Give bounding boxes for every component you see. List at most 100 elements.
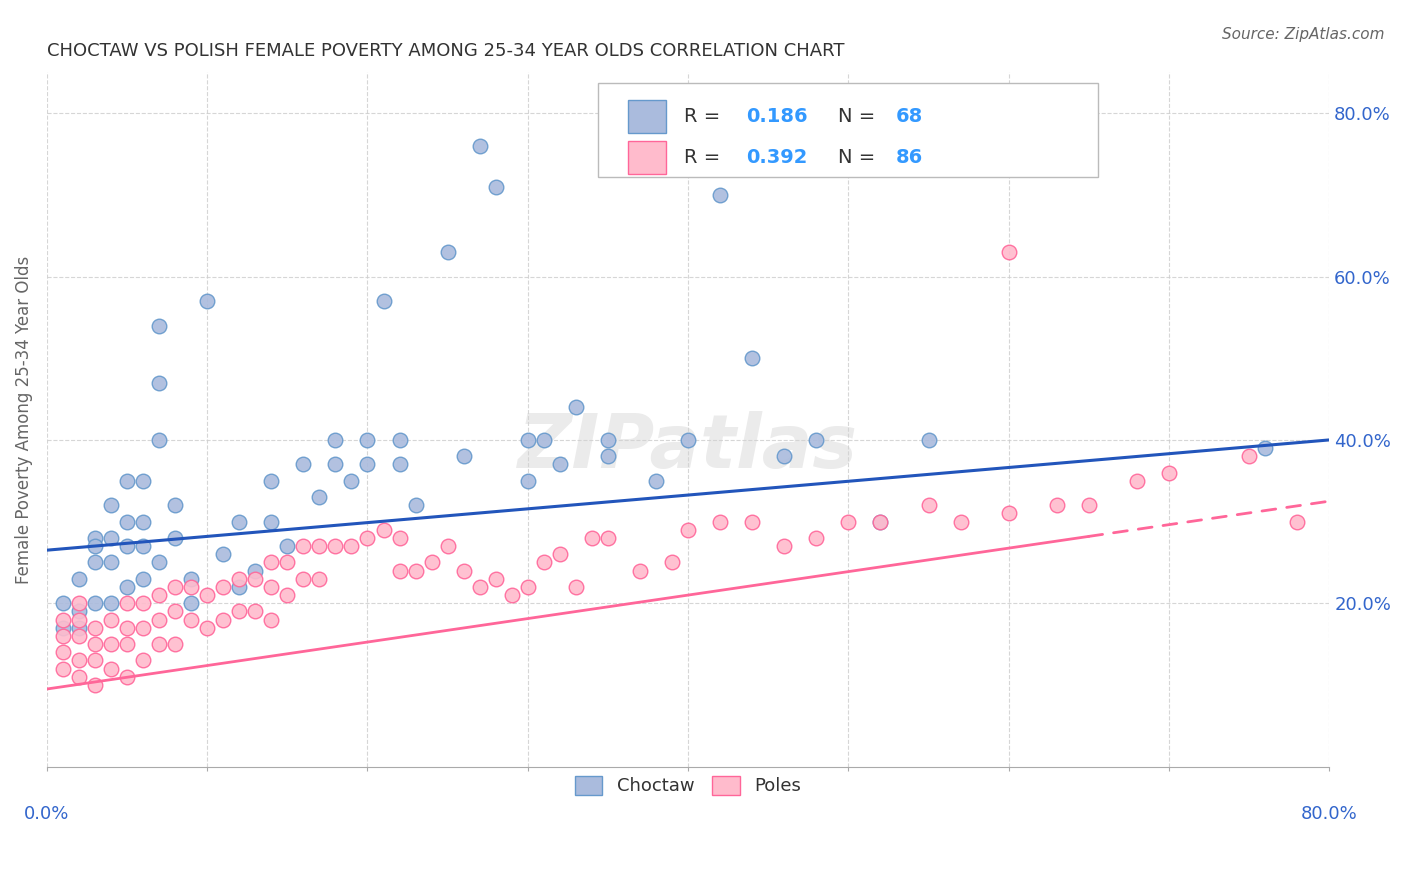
Point: [195, 588, 218, 602]
Point: [52, 596, 75, 610]
Point: [165, 580, 187, 594]
Point: [453, 564, 475, 578]
Point: [84, 531, 107, 545]
Text: N =: N =: [838, 107, 882, 126]
Point: [228, 515, 250, 529]
Point: [148, 318, 170, 333]
Point: [1286, 515, 1309, 529]
Point: [165, 498, 187, 512]
Point: [212, 613, 235, 627]
Point: [741, 515, 763, 529]
Point: [565, 580, 588, 594]
Point: [373, 523, 395, 537]
Point: [548, 458, 571, 472]
Point: [340, 474, 363, 488]
Point: [773, 450, 796, 464]
Text: ZIPatlas: ZIPatlas: [517, 411, 858, 483]
Point: [405, 564, 427, 578]
Point: [869, 515, 891, 529]
Point: [100, 498, 122, 512]
Point: [165, 531, 187, 545]
Text: 0.186: 0.186: [745, 107, 807, 126]
Point: [67, 670, 90, 684]
Point: [356, 433, 378, 447]
Point: [485, 572, 508, 586]
Point: [67, 621, 90, 635]
Text: 86: 86: [896, 148, 924, 167]
Point: [148, 556, 170, 570]
Point: [115, 474, 138, 488]
Point: [420, 556, 443, 570]
Point: [837, 515, 859, 529]
Point: [276, 556, 298, 570]
Text: 0.0%: 0.0%: [24, 805, 69, 823]
Point: [468, 139, 491, 153]
Point: [132, 539, 155, 553]
Point: [596, 531, 619, 545]
Point: [388, 458, 411, 472]
Point: [548, 547, 571, 561]
Point: [148, 613, 170, 627]
Point: [67, 653, 90, 667]
Point: [115, 539, 138, 553]
Point: [260, 556, 283, 570]
Point: [260, 613, 283, 627]
Point: [84, 637, 107, 651]
Point: [115, 580, 138, 594]
Point: [1157, 466, 1180, 480]
Text: 0.392: 0.392: [745, 148, 807, 167]
Point: [245, 564, 267, 578]
Text: Source: ZipAtlas.com: Source: ZipAtlas.com: [1222, 27, 1385, 42]
Point: [100, 637, 122, 651]
Point: [325, 433, 347, 447]
Point: [917, 433, 939, 447]
Point: [132, 621, 155, 635]
Point: [180, 572, 202, 586]
FancyBboxPatch shape: [628, 100, 666, 133]
Point: [260, 474, 283, 488]
Point: [405, 498, 427, 512]
Point: [356, 531, 378, 545]
Point: [195, 294, 218, 309]
Text: N =: N =: [838, 148, 882, 167]
FancyBboxPatch shape: [599, 83, 1098, 177]
Point: [165, 637, 187, 651]
Point: [388, 531, 411, 545]
Point: [67, 629, 90, 643]
Point: [67, 604, 90, 618]
Point: [325, 458, 347, 472]
Point: [148, 637, 170, 651]
Point: [709, 188, 731, 202]
Point: [1046, 498, 1069, 512]
Point: [260, 580, 283, 594]
Point: [52, 645, 75, 659]
Point: [100, 613, 122, 627]
Point: [436, 245, 458, 260]
Point: [388, 433, 411, 447]
Point: [195, 621, 218, 635]
Point: [533, 433, 555, 447]
Y-axis label: Female Poverty Among 25-34 Year Olds: Female Poverty Among 25-34 Year Olds: [15, 255, 32, 583]
Point: [276, 588, 298, 602]
Point: [100, 596, 122, 610]
Point: [676, 523, 699, 537]
Point: [180, 580, 202, 594]
Point: [308, 572, 330, 586]
Point: [806, 433, 828, 447]
Point: [148, 376, 170, 390]
Point: [84, 556, 107, 570]
Point: [997, 507, 1019, 521]
Point: [132, 572, 155, 586]
Point: [212, 547, 235, 561]
Point: [115, 596, 138, 610]
Point: [180, 613, 202, 627]
Point: [84, 596, 107, 610]
Point: [661, 556, 683, 570]
Point: [292, 539, 315, 553]
Point: [949, 515, 972, 529]
Point: [260, 515, 283, 529]
Point: [869, 515, 891, 529]
Point: [100, 531, 122, 545]
Point: [997, 245, 1019, 260]
Point: [373, 294, 395, 309]
